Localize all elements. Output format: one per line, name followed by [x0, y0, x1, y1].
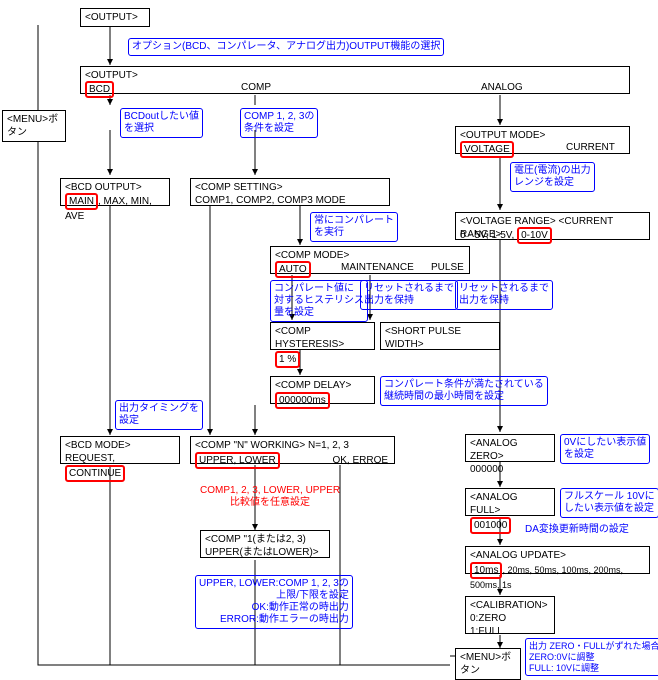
- voltage-range-box: <VOLTAGE RANGE> <CURRENT RANGE> 0 - 5V, …: [455, 212, 650, 240]
- menu-button-2: <MENU>ボタン: [455, 648, 521, 680]
- comp-n-working-box: <COMP "N" WORKING> N=1, 2, 3 UPPER, LOWE…: [190, 436, 395, 464]
- comp-delay-val: 000000ms: [275, 392, 330, 409]
- comp-mode-note1: コンパレート値に 対するヒステリシス 量を設定: [270, 280, 368, 322]
- comp-hys-val: 1 %: [275, 351, 300, 368]
- analog-full-box: <ANALOG FULL> 001000: [465, 488, 555, 516]
- comp-delay-note: コンパレート条件が満たされている 継続時間の最小時間を設定: [380, 376, 548, 406]
- option-note: オプション(BCD、コンパレータ、アナログ出力)OUTPUT機能の選択: [128, 38, 444, 56]
- da-update-note: DA変換更新時間の設定: [525, 524, 629, 536]
- red-compare-note: COMP1, 2, 3, LOWER, UPPER 比較値を任意設定: [200, 485, 340, 509]
- bcd-note: BCDoutしたい値 を選択: [120, 108, 203, 138]
- comp-setting-box: <COMP SETTING> COMP1, COMP2, COMP3 MODE: [190, 178, 390, 206]
- output-comp: COMP: [241, 81, 271, 94]
- menu-button-box: <MENU>ボタン: [2, 110, 66, 142]
- bcd-mode-box: <BCD MODE> REQUEST, CONTINUE: [60, 436, 180, 464]
- output-analog: ANALOG: [481, 81, 523, 94]
- comp-mode-note2: リセットされるまで 出力を保持: [360, 280, 458, 310]
- comp-mode-note3: リセットされるまで 出力を保持: [455, 280, 553, 310]
- voltage-range-sel: 0-10V: [517, 227, 552, 244]
- comp-mode-box: <COMP MODE> AUTO MAINTENANCE PULSE: [270, 246, 470, 274]
- output-mode-box: <OUTPUT MODE> VOLTAGE CURRENT: [455, 126, 630, 154]
- short-pulse-box: <SHORT PULSE WIDTH>: [380, 322, 500, 350]
- analog-zero-note: 0Vにしたい表示値 を設定: [560, 434, 650, 464]
- output-mode-note: 電圧(電流)の出力 レンジを設定: [510, 162, 595, 192]
- analog-update-sel: 10ms: [470, 562, 502, 579]
- comp-n-ul: UPPER, LOWER: [195, 452, 280, 469]
- bcd-mode-cont: CONTINUE: [65, 465, 125, 482]
- analog-full-note: フルスケール 10Vに したい表示値を設定: [560, 488, 658, 518]
- comp-note: COMP 1, 2, 3の 条件を設定: [240, 108, 318, 138]
- comp-hys-box: <COMP HYSTERESIS> 1 %: [270, 322, 375, 350]
- analog-zero-box: <ANALOG ZERO> 000000: [465, 434, 555, 462]
- output-bcd-sel: BCD: [85, 81, 114, 98]
- comp-mode-auto: AUTO: [275, 261, 311, 278]
- output-mode-voltage: VOLTAGE: [460, 141, 514, 158]
- output-row-box: <OUTPUT> BCD COMP ANALOG: [80, 66, 630, 94]
- comp-always-note: 常にコンパレート を実行: [310, 212, 398, 242]
- bcd-output-main: MAIN: [65, 193, 98, 210]
- comp-1-box: <COMP "1(または2, 3) UPPER(またはLOWER)>: [200, 530, 330, 558]
- final-note: 出力 ZERO・FULLがずれた場合 ZERO:0Vに調整 FULL: 10Vに…: [525, 638, 658, 676]
- analog-update-box: <ANALOG UPDATE> 10ms, 20ms, 50ms, 100ms,…: [465, 546, 650, 574]
- output-top-box: <OUTPUT>: [80, 8, 150, 27]
- comp-delay-box: <COMP DELAY> 000000ms: [270, 376, 375, 404]
- output-mode-current: CURRENT: [566, 141, 615, 154]
- calibration-box: <CALIBRATION> 0:ZERO 1:FULL: [465, 596, 555, 634]
- output-top-label: <OUTPUT>: [85, 12, 138, 23]
- bcd-output-box: <BCD OUTPUT> MAIN, MAX, MIN, AVE: [60, 178, 170, 206]
- output-row-title: <OUTPUT>: [85, 69, 625, 82]
- analog-full-val: 001000: [470, 517, 511, 534]
- upper-lower-note: UPPER, LOWER:COMP 1, 2, 3の 上限/下限を設定 OK:動…: [195, 575, 353, 629]
- bcd-timing-note: 出力タイミングを 設定: [115, 400, 203, 430]
